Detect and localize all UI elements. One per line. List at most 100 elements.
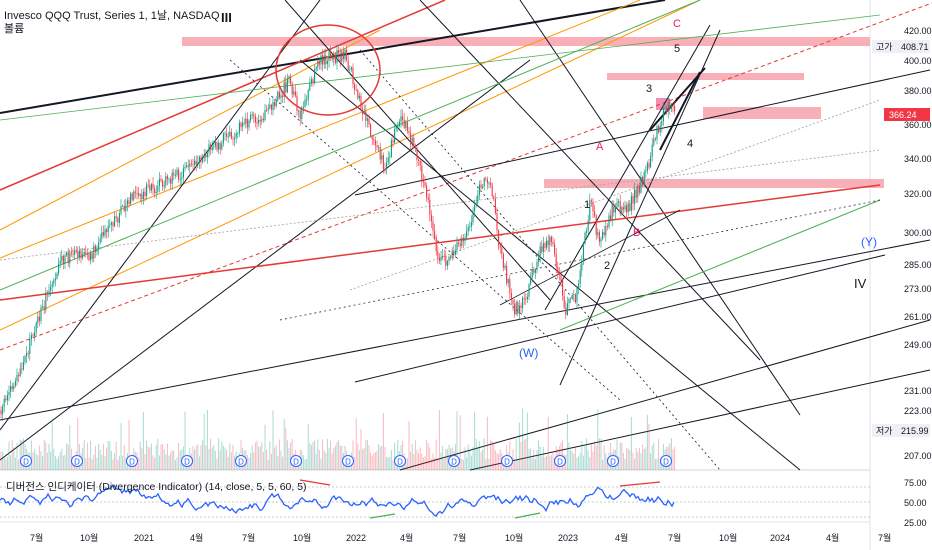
candle-body [78, 251, 80, 258]
candle-body [336, 49, 338, 63]
candle-body [366, 118, 368, 121]
candle-body [298, 110, 300, 112]
volume-bar [517, 459, 519, 470]
indicator-label[interactable]: 디버전스 인디케이터 (Divergence Indicator) (14, c… [6, 481, 307, 493]
candle-body [542, 243, 544, 252]
candle-body [426, 185, 428, 198]
top-circle-annotation[interactable] [275, 24, 381, 116]
resistance-zones[interactable] [182, 37, 884, 188]
candle-body [115, 216, 117, 218]
price-tick: 320.00 [904, 189, 932, 199]
candle-body [357, 90, 359, 99]
candle-body [139, 194, 141, 196]
volume-bar [48, 443, 50, 470]
volume-bar [586, 438, 588, 470]
candle-body [608, 215, 610, 227]
volume-bar [280, 450, 282, 470]
candle-body [486, 179, 488, 184]
candle-body [394, 129, 396, 143]
volume-bar [526, 412, 528, 470]
volume-bar [0, 451, 2, 470]
trendline [299, 59, 801, 471]
volume-bar [13, 447, 15, 470]
candle-body [328, 51, 330, 61]
volume-bar [443, 458, 445, 470]
volume-bar [392, 459, 394, 470]
volume-bar [360, 428, 362, 470]
candle-body [541, 246, 543, 252]
candle-body [349, 69, 351, 71]
trendlines[interactable] [0, 0, 932, 471]
volume-bar [18, 459, 20, 470]
candle-body [219, 142, 221, 150]
price-axis[interactable]: 420.00 400.00 380.00 360.00 340.00 320.0… [904, 26, 932, 461]
candle-body [371, 136, 373, 140]
candle-body [501, 247, 503, 254]
candle-body [398, 121, 400, 127]
volume-bar [534, 458, 536, 470]
candle-body [237, 133, 239, 135]
candle-body [125, 205, 127, 211]
volume-bar [114, 452, 116, 470]
volume-bar [640, 453, 642, 470]
volume-bar [488, 458, 490, 470]
volume-bar [469, 450, 471, 470]
candle-body [232, 138, 234, 140]
candle-body [539, 246, 541, 258]
candle-body [387, 157, 389, 163]
volume-bar [634, 458, 636, 470]
candle-body [94, 245, 96, 252]
candle-body [627, 203, 629, 213]
candle-body [414, 146, 416, 149]
candle-body [544, 243, 546, 248]
dividend-marker-label: D [451, 458, 457, 467]
volume-bar [141, 447, 143, 470]
volume-bar [587, 450, 589, 470]
volume-bar [568, 442, 570, 470]
trendline [499, 209, 681, 306]
volume-bar [251, 445, 253, 470]
volume-bar [246, 454, 248, 470]
volume-bar [368, 445, 370, 470]
volume-bar [490, 439, 492, 470]
candle-body [171, 172, 173, 184]
candle-body [581, 260, 583, 271]
time-tick: 4월 [615, 532, 628, 543]
candle-body [134, 191, 136, 193]
candle-body [406, 122, 408, 132]
candle-body [126, 200, 128, 206]
candle-body [589, 200, 591, 221]
volume-bar [163, 448, 165, 470]
candle-body [304, 99, 306, 107]
volume-bar [461, 459, 463, 470]
candle-body [253, 114, 255, 117]
candle-body [93, 245, 95, 259]
time-tick: 2021 [134, 533, 154, 543]
volume-bar [590, 443, 592, 470]
volume-bar [304, 459, 306, 470]
candle-body [130, 193, 132, 204]
volume-bar [589, 457, 591, 470]
volume-bar [600, 438, 602, 470]
candle-body [598, 232, 600, 242]
volume-bar [373, 453, 375, 470]
candle-body [187, 165, 189, 167]
volume-bar [390, 450, 392, 470]
volume-label[interactable]: 볼륨 [4, 23, 25, 35]
candle-body [594, 211, 596, 216]
volume-bar [160, 444, 162, 470]
candle-body [248, 120, 250, 128]
candle-body [403, 119, 405, 128]
volume-bar [166, 443, 168, 470]
candle-body [307, 89, 309, 100]
volume-bar [550, 454, 552, 470]
volume-bar [274, 447, 276, 470]
volume-bar [168, 455, 170, 470]
volume-bar [282, 456, 284, 470]
candle-body [384, 169, 386, 171]
time-axis[interactable]: 7월 10월 2021 4월 7월 10월 2022 4월 7월 10월 202… [30, 532, 891, 543]
candle-body [477, 194, 479, 203]
chart-title[interactable]: Invesco QQQ Trust, Series 1, 1날, NASDAQ [4, 10, 220, 22]
